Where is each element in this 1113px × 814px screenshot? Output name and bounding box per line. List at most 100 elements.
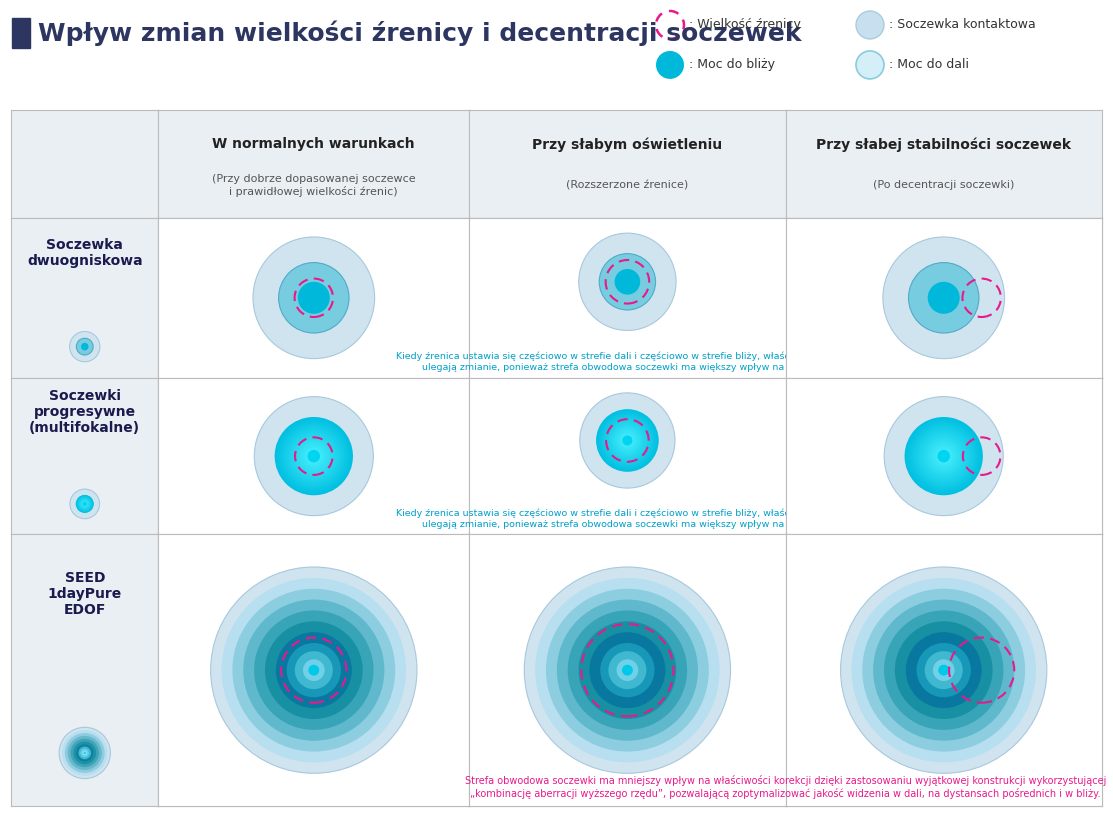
Circle shape — [609, 422, 647, 459]
Circle shape — [80, 749, 89, 757]
Circle shape — [265, 621, 363, 719]
Circle shape — [895, 621, 993, 719]
Circle shape — [919, 431, 968, 480]
Circle shape — [579, 233, 676, 330]
Circle shape — [939, 453, 947, 460]
Circle shape — [603, 416, 652, 465]
Circle shape — [83, 752, 86, 754]
Circle shape — [308, 450, 319, 462]
Circle shape — [80, 499, 90, 509]
Circle shape — [597, 410, 658, 471]
Circle shape — [311, 453, 317, 459]
Circle shape — [70, 738, 99, 767]
Circle shape — [623, 436, 631, 444]
Circle shape — [210, 567, 417, 773]
Circle shape — [70, 331, 100, 361]
Circle shape — [81, 501, 88, 507]
Circle shape — [915, 427, 972, 484]
Circle shape — [943, 455, 945, 457]
Circle shape — [76, 495, 93, 513]
Circle shape — [221, 578, 406, 763]
Text: (Rozszerzone źrenice): (Rozszerzone źrenice) — [567, 181, 689, 190]
Text: Soczewki
progresywne
(multifokalne): Soczewki progresywne (multifokalne) — [29, 389, 140, 435]
Circle shape — [609, 651, 647, 689]
Circle shape — [939, 451, 948, 461]
Circle shape — [65, 733, 105, 772]
Circle shape — [77, 496, 92, 512]
Circle shape — [863, 589, 1025, 751]
Text: Kiedy źrenica ustawia się częściowo w strefie dali i częściowo w strefie bliży, : Kiedy źrenica ustawia się częściowo w st… — [396, 509, 858, 529]
Circle shape — [598, 411, 657, 470]
Circle shape — [605, 418, 649, 462]
Circle shape — [851, 578, 1036, 763]
Text: Wpływ zmian wielkości źrenicy i decentracji soczewek: Wpływ zmian wielkości źrenicy i decentra… — [38, 20, 801, 46]
Circle shape — [535, 578, 720, 763]
Circle shape — [286, 429, 342, 484]
Circle shape — [81, 501, 88, 507]
Circle shape — [82, 501, 87, 506]
Circle shape — [618, 431, 638, 451]
Circle shape — [307, 450, 321, 462]
Circle shape — [601, 414, 654, 467]
Circle shape — [915, 427, 973, 485]
Circle shape — [933, 445, 955, 467]
Circle shape — [290, 433, 337, 479]
Circle shape — [621, 434, 633, 447]
Circle shape — [614, 427, 641, 453]
Circle shape — [930, 444, 956, 469]
Circle shape — [620, 433, 636, 449]
Circle shape — [83, 502, 87, 505]
Circle shape — [79, 498, 90, 510]
Circle shape — [614, 428, 640, 453]
Text: : Moc do bliży: : Moc do bliży — [689, 59, 775, 72]
Circle shape — [922, 434, 966, 479]
Circle shape — [244, 600, 384, 741]
Circle shape — [929, 441, 958, 470]
Circle shape — [283, 425, 345, 488]
Text: Strefa obwodowa soczewki ma mniejszy wpływ na właściwości korekcji dzięki zastos: Strefa obwodowa soczewki ma mniejszy wpł… — [465, 775, 1106, 799]
Circle shape — [289, 431, 338, 480]
Circle shape — [293, 435, 335, 478]
Circle shape — [82, 501, 88, 506]
Circle shape — [308, 665, 319, 676]
Circle shape — [916, 429, 972, 484]
Text: Kiedy źrenica ustawia się częściowo w strefie dali i częściowo w strefie bliży, : Kiedy źrenica ustawia się częściowo w st… — [396, 352, 858, 372]
Circle shape — [906, 418, 982, 494]
Circle shape — [82, 501, 87, 506]
Circle shape — [942, 454, 946, 458]
Circle shape — [309, 451, 318, 461]
Circle shape — [82, 751, 87, 755]
Circle shape — [615, 429, 639, 453]
Circle shape — [81, 343, 89, 350]
Circle shape — [293, 435, 334, 477]
Circle shape — [656, 51, 684, 79]
Circle shape — [306, 449, 322, 464]
Circle shape — [288, 431, 339, 482]
Circle shape — [297, 440, 331, 473]
Circle shape — [302, 444, 326, 469]
Circle shape — [930, 443, 957, 470]
Circle shape — [77, 497, 92, 511]
Circle shape — [277, 420, 349, 492]
Circle shape — [233, 589, 395, 751]
Bar — [12, 18, 30, 48]
Circle shape — [938, 450, 949, 462]
Circle shape — [599, 254, 656, 310]
Circle shape — [933, 659, 955, 681]
Circle shape — [276, 632, 352, 708]
Circle shape — [856, 11, 884, 39]
Circle shape — [298, 282, 329, 314]
Circle shape — [618, 431, 637, 450]
Circle shape — [303, 445, 325, 467]
Circle shape — [627, 440, 628, 441]
Circle shape — [305, 448, 323, 465]
Circle shape — [79, 498, 90, 510]
Circle shape — [295, 438, 333, 475]
Circle shape — [938, 665, 949, 676]
Circle shape — [287, 643, 341, 698]
Circle shape — [277, 419, 351, 493]
Text: (Po decentracji soczewki): (Po decentracji soczewki) — [873, 181, 1014, 190]
Text: : Moc do dali: : Moc do dali — [889, 59, 969, 72]
Circle shape — [619, 432, 636, 449]
Circle shape — [287, 430, 341, 483]
